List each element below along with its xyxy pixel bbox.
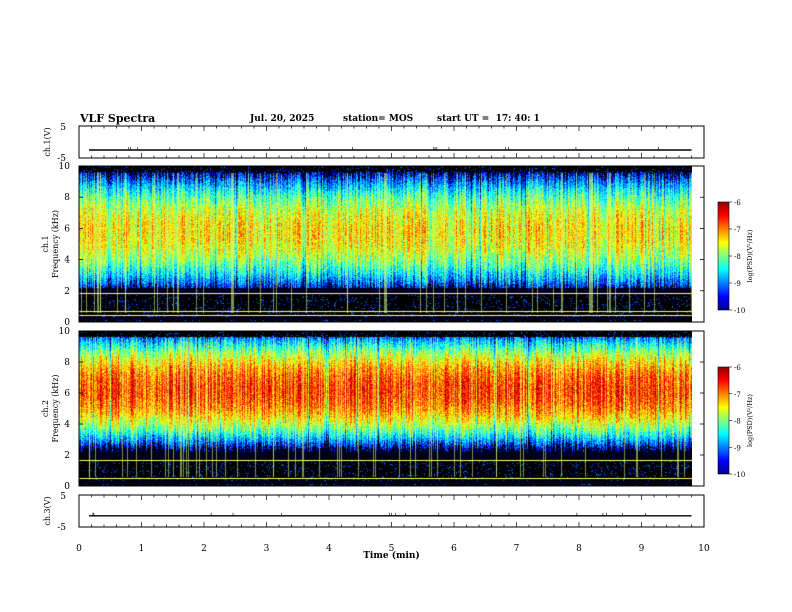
ytick-label: 4 [64,420,70,430]
xtick-label: 1 [139,544,145,554]
xtick-label: 9 [639,544,645,554]
date-label: Jul. 20, 2025 [250,114,315,124]
xtick-label: 8 [576,544,582,554]
ytick-label: 10 [59,327,71,337]
ytick-label: -5 [57,523,66,533]
station-label: station= MOS [343,114,414,124]
ch1-spectrogram [79,166,692,322]
colorbar-label-1: log(PSD)(V²/Hz) [746,229,754,282]
xaxis-label: Time (min) [363,550,420,561]
ytick-label: -5 [57,154,66,164]
xtick-label: 7 [514,544,520,554]
ytick-label: 0 [64,482,70,492]
xtick-label: 0 [76,544,82,554]
ylabel-4: ch.3(V) [43,496,52,525]
ylabel-1: ch.1(V) [43,127,52,156]
ytick-label: 6 [64,224,70,234]
xtick-label: 6 [451,544,457,554]
chart-title: VLF Spectra [80,112,156,125]
ytick-label: 5 [60,492,66,502]
ytick-label: 8 [64,193,70,203]
ylabel-channel-2: ch.2 [41,400,50,417]
colorbar-tick-label: -7 [734,226,741,234]
ytick-label: 4 [64,256,70,266]
ytick-label: 5 [60,123,66,133]
start-ut-label: start UT = 17: 40: 1 [437,114,540,124]
colorbar-tick-label: -10 [734,307,745,315]
colorbar-2 [717,366,730,475]
ytick-label: 10 [59,162,71,172]
colorbar-tick-label: -7 [734,391,741,399]
colorbar-tick-label: -9 [734,280,741,288]
colorbar-label-2: log(PSD)(V²/Hz) [746,394,754,447]
colorbar-tick-label: -6 [734,199,741,207]
colorbar-tick-label: -9 [734,444,741,452]
ytick-label: 2 [64,287,70,297]
xtick-label: 5 [389,544,395,554]
colorbar-tick-label: -10 [734,471,745,479]
colorbar-1 [717,201,730,311]
xtick-label: 10 [698,544,710,554]
xtick-label: 2 [201,544,207,554]
xtick-label: 3 [264,544,270,554]
ytick-label: 2 [64,451,70,461]
ylabel-channel-1: ch.1 [41,235,50,252]
colorbar-tick-label: -6 [734,364,741,372]
ylabel-frequency-1: Frequency (kHz) [51,210,60,278]
colorbar-tick-label: -8 [734,253,741,261]
ytick-label: 6 [64,389,70,399]
ylabel-frequency-2: Frequency (kHz) [51,374,60,442]
ytick-label: 0 [64,318,70,328]
ch2-spectrogram [79,331,692,486]
xtick-label: 4 [326,544,332,554]
colorbar-tick-label: -8 [734,418,741,426]
ytick-label: 8 [64,358,70,368]
